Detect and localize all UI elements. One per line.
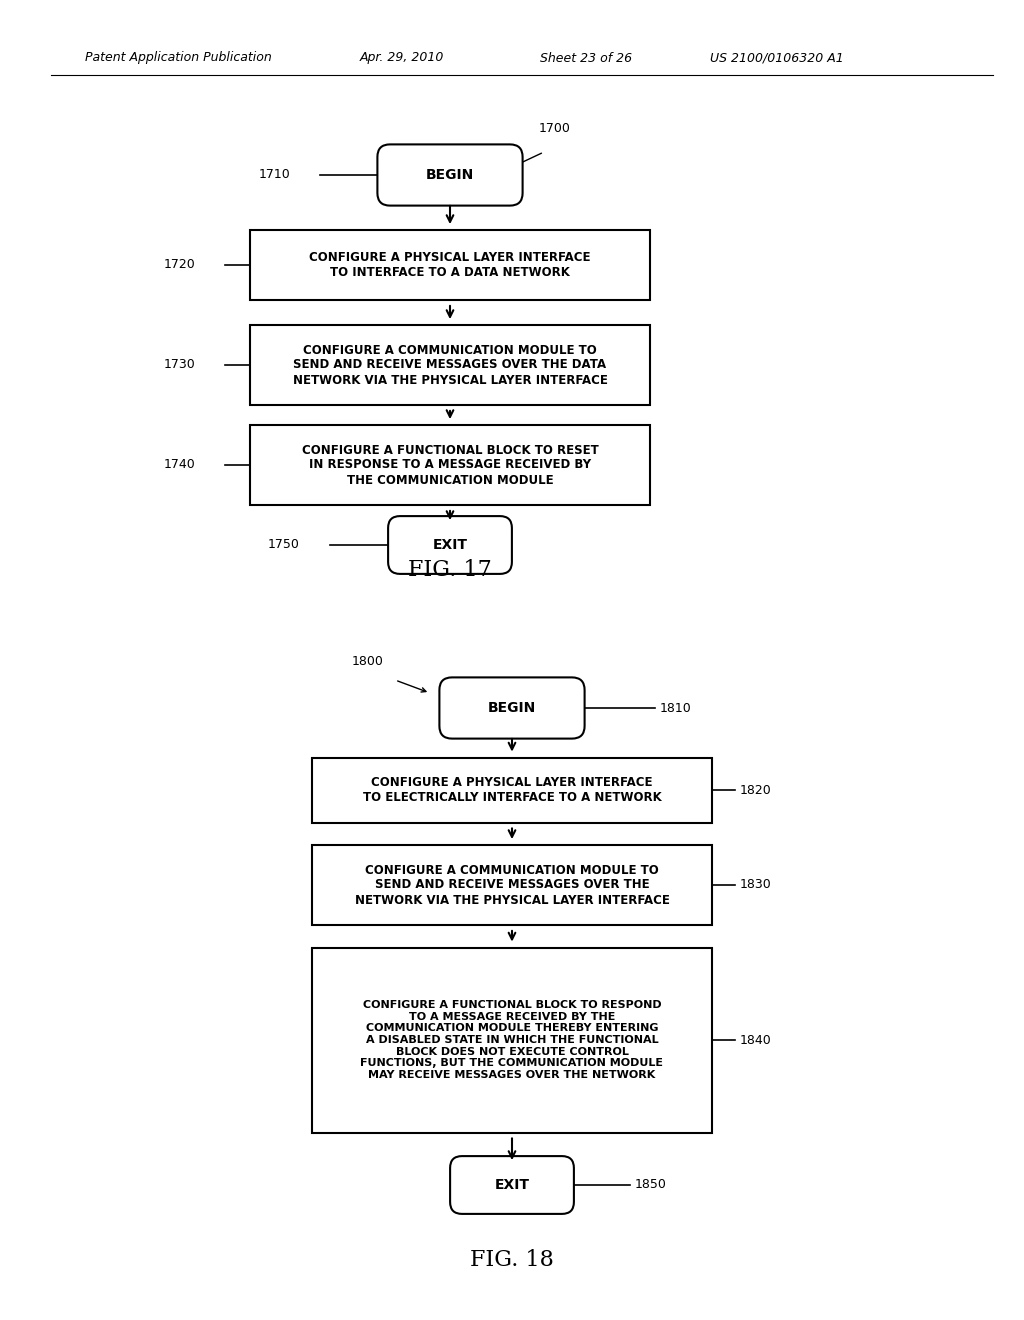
- Text: EXIT: EXIT: [432, 539, 468, 552]
- FancyBboxPatch shape: [451, 1156, 573, 1214]
- Text: 1840: 1840: [740, 1034, 772, 1047]
- Text: US 2100/0106320 A1: US 2100/0106320 A1: [710, 51, 844, 65]
- Text: CONFIGURE A FUNCTIONAL BLOCK TO RESET
IN RESPONSE TO A MESSAGE RECEIVED BY
THE C: CONFIGURE A FUNCTIONAL BLOCK TO RESET IN…: [302, 444, 598, 487]
- Bar: [250, 425, 650, 506]
- Bar: [250, 325, 650, 405]
- Text: FIG. 18: FIG. 18: [470, 1249, 554, 1271]
- Text: 1830: 1830: [740, 879, 772, 891]
- Text: Patent Application Publication: Patent Application Publication: [85, 51, 271, 65]
- Text: CONFIGURE A COMMUNICATION MODULE TO
SEND AND RECEIVE MESSAGES OVER THE DATA
NETW: CONFIGURE A COMMUNICATION MODULE TO SEND…: [293, 343, 607, 387]
- Text: 1720: 1720: [163, 259, 195, 272]
- Text: 1710: 1710: [258, 169, 290, 181]
- Text: 1800: 1800: [352, 655, 384, 668]
- FancyBboxPatch shape: [378, 144, 522, 206]
- Text: 1740: 1740: [163, 458, 195, 471]
- Text: EXIT: EXIT: [495, 1177, 529, 1192]
- Text: BEGIN: BEGIN: [426, 168, 474, 182]
- FancyBboxPatch shape: [439, 677, 585, 739]
- FancyBboxPatch shape: [388, 516, 512, 574]
- Bar: [250, 230, 650, 300]
- Text: 1730: 1730: [163, 359, 195, 371]
- Text: BEGIN: BEGIN: [487, 701, 537, 715]
- Text: FIG. 17: FIG. 17: [409, 558, 492, 581]
- Bar: [312, 845, 712, 925]
- Text: CONFIGURE A FUNCTIONAL BLOCK TO RESPOND
TO A MESSAGE RECEIVED BY THE
COMMUNICATI: CONFIGURE A FUNCTIONAL BLOCK TO RESPOND …: [360, 1001, 664, 1080]
- Text: Sheet 23 of 26: Sheet 23 of 26: [540, 51, 632, 65]
- Text: Apr. 29, 2010: Apr. 29, 2010: [360, 51, 444, 65]
- Text: CONFIGURE A COMMUNICATION MODULE TO
SEND AND RECEIVE MESSAGES OVER THE
NETWORK V: CONFIGURE A COMMUNICATION MODULE TO SEND…: [354, 863, 670, 907]
- Text: CONFIGURE A PHYSICAL LAYER INTERFACE
TO ELECTRICALLY INTERFACE TO A NETWORK: CONFIGURE A PHYSICAL LAYER INTERFACE TO …: [362, 776, 662, 804]
- Text: 1750: 1750: [268, 539, 300, 552]
- Text: 1700: 1700: [539, 121, 571, 135]
- Text: 1820: 1820: [740, 784, 772, 796]
- Bar: [312, 758, 712, 822]
- Text: 1810: 1810: [660, 701, 692, 714]
- Text: CONFIGURE A PHYSICAL LAYER INTERFACE
TO INTERFACE TO A DATA NETWORK: CONFIGURE A PHYSICAL LAYER INTERFACE TO …: [309, 251, 591, 279]
- Bar: [312, 948, 712, 1133]
- Text: 1850: 1850: [635, 1179, 667, 1192]
